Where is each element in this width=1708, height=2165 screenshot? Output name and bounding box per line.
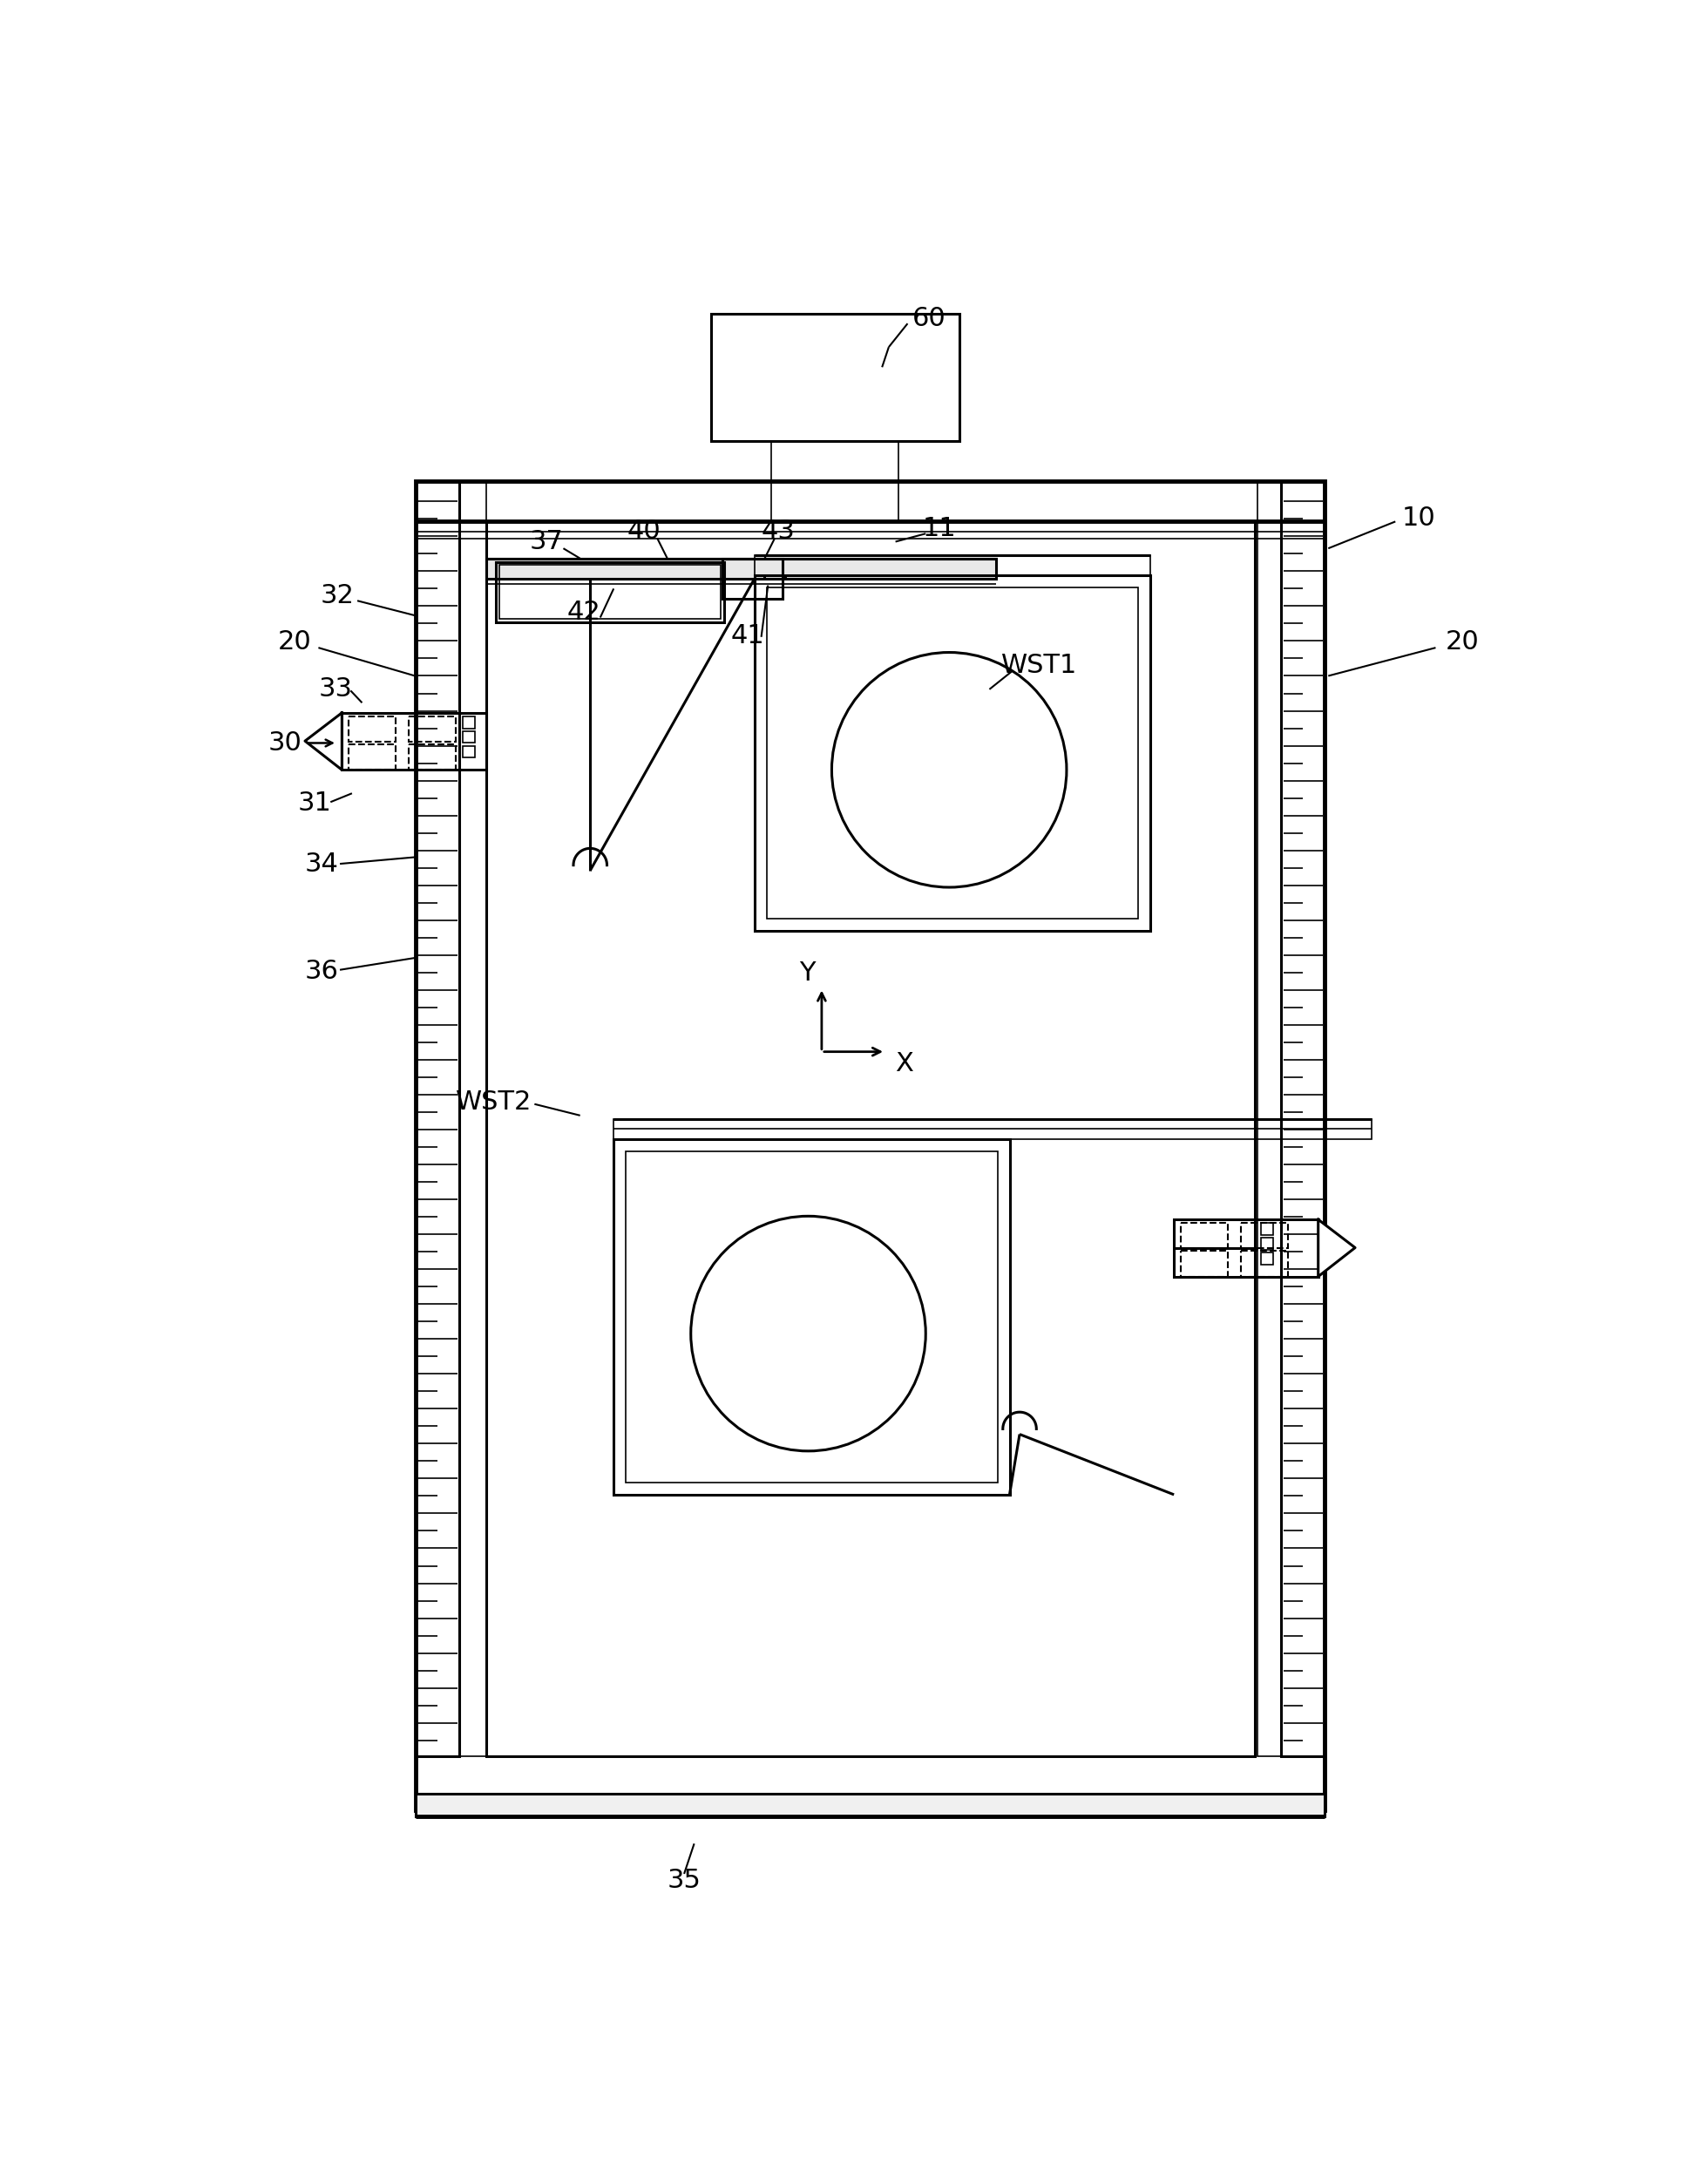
Bar [625, 1152, 997, 1483]
Text: 11: 11 [922, 515, 956, 541]
Text: WST2: WST2 [456, 1089, 533, 1115]
Bar [408, 745, 456, 771]
Bar [1180, 1251, 1228, 1277]
Polygon shape [306, 712, 342, 771]
Bar [772, 442, 898, 481]
Text: 33: 33 [318, 678, 352, 701]
Bar [487, 522, 1254, 1756]
Bar [497, 561, 724, 621]
Bar [1180, 1223, 1228, 1249]
Bar [755, 576, 1151, 931]
Bar [722, 559, 782, 600]
Text: 20: 20 [278, 630, 313, 656]
Bar [463, 717, 475, 727]
Bar [500, 565, 721, 619]
Bar [487, 559, 996, 578]
Text: 32: 32 [321, 582, 354, 608]
Bar [1281, 481, 1325, 1756]
Text: 41: 41 [731, 624, 765, 647]
Bar [415, 481, 1325, 1810]
Bar [459, 481, 487, 1756]
Text: 31: 31 [299, 790, 331, 816]
Text: 30: 30 [268, 730, 302, 756]
Bar [342, 712, 487, 771]
Bar [415, 481, 459, 1756]
Polygon shape [1319, 1219, 1354, 1277]
Bar [348, 717, 396, 743]
Text: 60: 60 [912, 305, 946, 331]
Bar [755, 554, 1151, 576]
Bar [463, 745, 475, 758]
Text: 37: 37 [529, 528, 564, 554]
Bar [1261, 1238, 1272, 1249]
Bar [1242, 1223, 1288, 1249]
Text: 43: 43 [762, 520, 794, 543]
Text: X: X [895, 1052, 914, 1076]
Bar [348, 745, 396, 771]
Bar [1257, 481, 1281, 1756]
Bar [1261, 1223, 1272, 1234]
Text: 20: 20 [1445, 630, 1479, 656]
Text: Y: Y [799, 961, 815, 985]
Bar [408, 717, 456, 743]
Bar [1173, 1219, 1319, 1277]
Bar [613, 1119, 1372, 1139]
Text: 34: 34 [304, 851, 338, 877]
Text: 35: 35 [668, 1868, 700, 1892]
Text: WST1: WST1 [1001, 654, 1078, 678]
Bar [1242, 1251, 1288, 1277]
Bar [613, 1139, 1009, 1494]
Bar [415, 1793, 1325, 1816]
Bar [463, 732, 475, 743]
Bar [1261, 1251, 1272, 1264]
Text: 42: 42 [567, 600, 600, 626]
Text: 10: 10 [1402, 507, 1436, 530]
Bar [711, 314, 960, 442]
Text: 36: 36 [304, 959, 338, 983]
Bar [767, 587, 1139, 918]
Text: 40: 40 [627, 520, 661, 543]
